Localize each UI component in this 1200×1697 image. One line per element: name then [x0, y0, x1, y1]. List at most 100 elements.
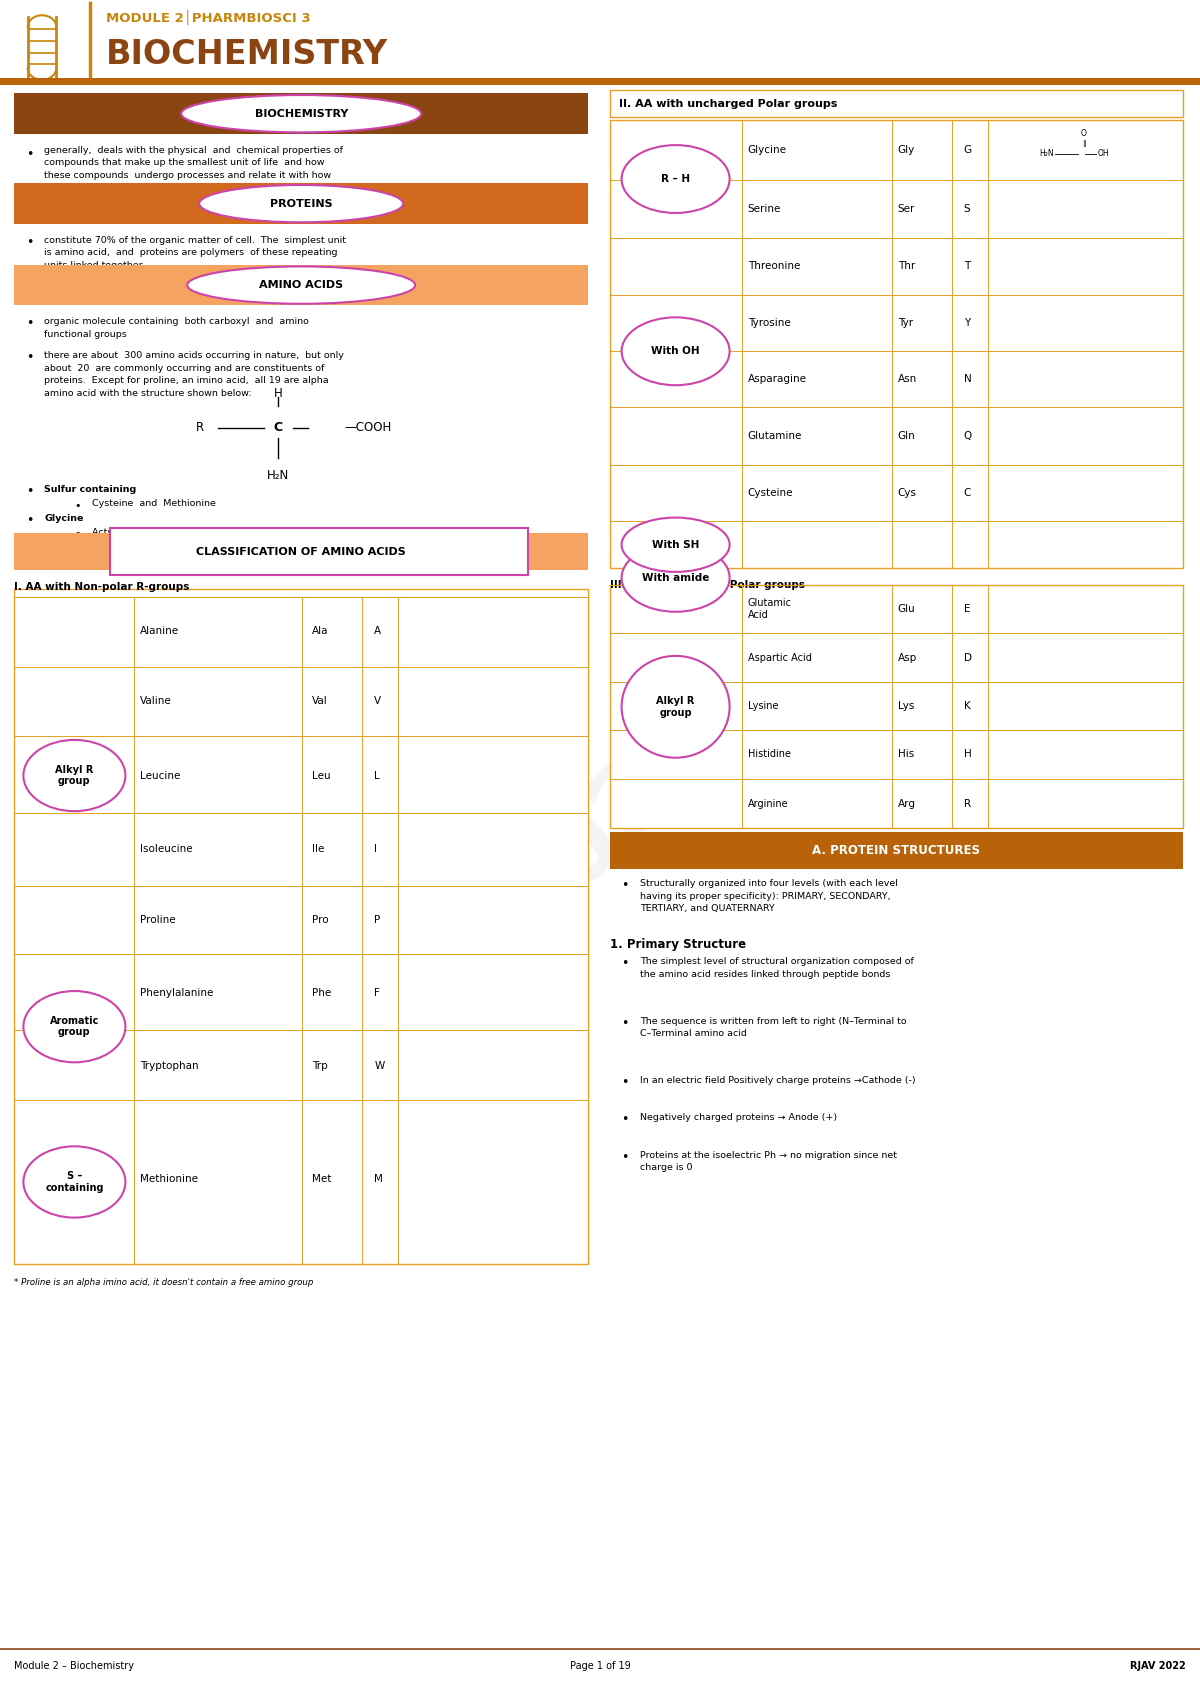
Text: The simplest level of structural organization composed of
the amino acid resides: The simplest level of structural organiz…	[640, 957, 913, 979]
Ellipse shape	[199, 185, 403, 222]
Text: K: K	[964, 701, 971, 711]
Text: H₂N: H₂N	[268, 468, 289, 482]
Bar	[14, 533, 588, 570]
Text: E: E	[964, 604, 970, 614]
Text: N: N	[964, 375, 971, 384]
Text: D: D	[964, 653, 972, 662]
Text: Acts as inhibitory neurotransmitter: antagonized by
strychnine: Acts as inhibitory neurotransmitter: ant…	[92, 528, 338, 550]
Text: PROTEINS: PROTEINS	[270, 199, 332, 209]
Text: Lys: Lys	[898, 701, 914, 711]
Text: Threonine: Threonine	[748, 261, 800, 272]
Text: Histidine: Histidine	[748, 750, 791, 759]
Text: •: •	[26, 236, 34, 249]
Text: With SH: With SH	[652, 540, 700, 550]
Text: Negatively charged proteins → Anode (+): Negatively charged proteins → Anode (+)	[640, 1113, 836, 1122]
Ellipse shape	[622, 518, 730, 572]
Text: •: •	[26, 514, 34, 528]
Text: Methionine: Methionine	[140, 1174, 198, 1185]
Text: C: C	[274, 421, 283, 434]
Text: Ile: Ile	[312, 843, 324, 854]
Text: constitute 70% of the organic matter of cell.  The  simplest unit
is amino acid,: constitute 70% of the organic matter of …	[44, 236, 347, 270]
Text: Aspartic Acid: Aspartic Acid	[748, 653, 811, 662]
Ellipse shape	[622, 543, 730, 613]
Text: Sulfur containing: Sulfur containing	[44, 485, 137, 494]
Text: Proline: Proline	[140, 915, 176, 925]
Text: generally,  deals with the physical  and  chemical properties of
compounds that : generally, deals with the physical and c…	[44, 146, 343, 192]
Text: •: •	[74, 529, 80, 540]
Text: Q: Q	[964, 431, 972, 441]
Text: Trp: Trp	[312, 1061, 328, 1071]
Text: Alkyl R
group: Alkyl R group	[55, 765, 94, 786]
Text: Leucine: Leucine	[140, 770, 181, 781]
Text: Pro: Pro	[312, 915, 329, 925]
Bar	[610, 90, 1183, 117]
Text: T: T	[964, 261, 970, 272]
Text: Phe: Phe	[312, 988, 331, 998]
Text: Glutamic
Acid: Glutamic Acid	[748, 599, 792, 619]
Text: Gln: Gln	[898, 431, 916, 441]
Text: F: F	[374, 988, 380, 998]
Text: •: •	[622, 1151, 629, 1164]
Text: H₂N: H₂N	[1039, 149, 1054, 158]
Text: Tryptophan: Tryptophan	[140, 1061, 199, 1071]
Ellipse shape	[187, 266, 415, 304]
Text: R: R	[964, 799, 971, 808]
Text: Ser: Ser	[898, 204, 914, 214]
Ellipse shape	[622, 655, 730, 757]
Text: Asparagine: Asparagine	[748, 375, 806, 384]
Ellipse shape	[181, 95, 421, 132]
Text: Met: Met	[312, 1174, 331, 1185]
Text: His: His	[898, 750, 914, 759]
Ellipse shape	[24, 991, 126, 1062]
Bar	[0, 0, 1200, 76]
Text: Glycine: Glycine	[748, 146, 787, 154]
Text: Glycine: Glycine	[44, 514, 84, 523]
Text: Cys: Cys	[898, 489, 917, 497]
Text: •: •	[622, 1017, 629, 1030]
Text: •: •	[26, 148, 34, 161]
Text: OH: OH	[1098, 149, 1110, 158]
Text: W: W	[374, 1061, 385, 1071]
Text: —COOH: —COOH	[344, 421, 391, 434]
Text: Arginine: Arginine	[748, 799, 788, 808]
Ellipse shape	[24, 1147, 126, 1218]
Text: Arg: Arg	[898, 799, 916, 808]
Text: V: V	[374, 696, 382, 706]
Text: A: A	[374, 626, 382, 636]
Text: •: •	[622, 879, 629, 893]
Text: III. AA with charged Polar groups: III. AA with charged Polar groups	[610, 580, 805, 591]
Text: Asn: Asn	[898, 375, 917, 384]
Text: Asp: Asp	[898, 653, 917, 662]
Text: G: G	[964, 146, 972, 154]
Text: CLASSIFICATION OF AMINO ACIDS: CLASSIFICATION OF AMINO ACIDS	[197, 546, 406, 557]
Text: Aromatic
group: Aromatic group	[49, 1017, 100, 1037]
Text: Tyrosine: Tyrosine	[748, 319, 791, 328]
Bar	[110, 528, 528, 575]
Text: BIOCHEMISTRY: BIOCHEMISTRY	[106, 37, 388, 71]
Text: Gly: Gly	[898, 146, 914, 154]
Text: R: R	[197, 421, 204, 434]
Text: Val: Val	[312, 696, 328, 706]
Bar	[610, 832, 1183, 869]
Text: I: I	[374, 843, 377, 854]
Text: •: •	[26, 351, 34, 365]
Text: P: P	[374, 915, 380, 925]
Text: Phenylalanine: Phenylalanine	[140, 988, 214, 998]
Text: R – H: R – H	[661, 175, 690, 183]
Text: Proteins at the isoelectric Ph → no migration since net
charge is 0: Proteins at the isoelectric Ph → no migr…	[640, 1151, 896, 1173]
Text: With amide: With amide	[642, 574, 709, 582]
Ellipse shape	[622, 144, 730, 212]
Text: Structurally organized into four levels (with each level
having its proper speci: Structurally organized into four levels …	[640, 879, 898, 913]
Text: M: M	[374, 1174, 383, 1185]
Text: RJAV 2022: RJAV 2022	[1130, 1661, 1186, 1672]
Text: Alanine: Alanine	[140, 626, 180, 636]
Text: O: O	[1081, 129, 1086, 137]
Text: The sequence is written from left to right (N–Terminal to
C–Terminal amino acid: The sequence is written from left to rig…	[640, 1017, 906, 1039]
Text: there are about  300 amino acids occurring in nature,  but only
about  20  are c: there are about 300 amino acids occurrin…	[44, 351, 344, 397]
Text: •: •	[622, 957, 629, 971]
Text: Ala: Ala	[312, 626, 329, 636]
Bar	[610, 585, 1183, 828]
Text: C: C	[964, 489, 971, 497]
Text: •: •	[622, 1113, 629, 1127]
Bar	[14, 265, 588, 305]
